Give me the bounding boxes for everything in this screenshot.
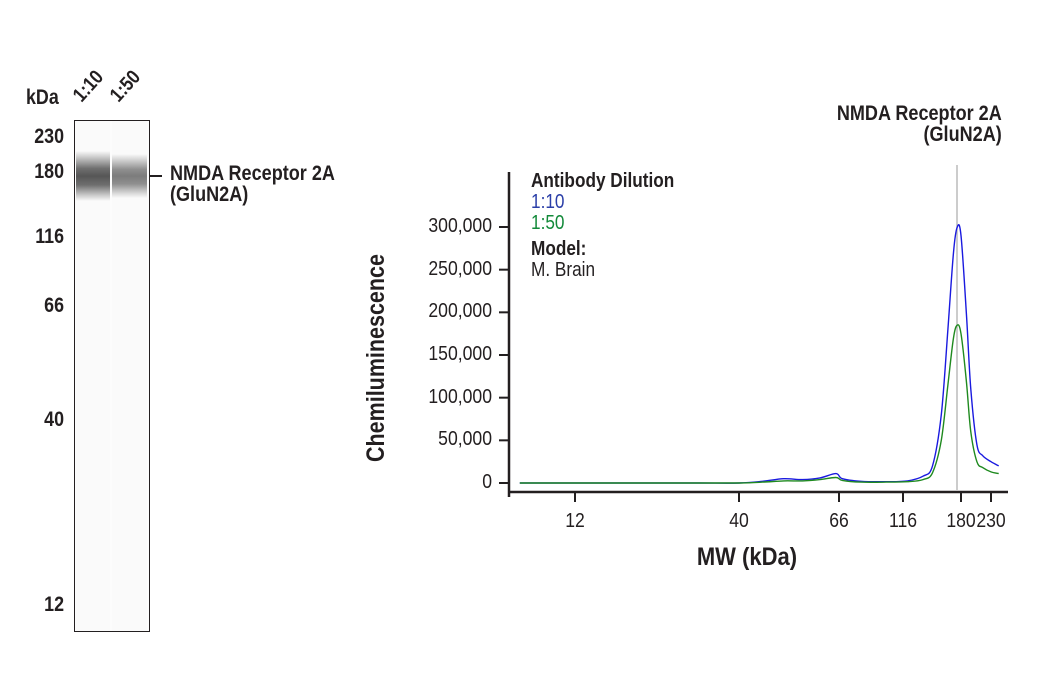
x-tick-label-12: 12	[565, 510, 585, 532]
y-tick-label: 200,000	[428, 300, 492, 323]
mw-marker-230: 230	[34, 125, 64, 148]
blot-lane-2	[112, 121, 147, 631]
blot-target-label-line1: NMDA Receptor 2A	[170, 162, 335, 185]
chart-series	[519, 224, 1000, 484]
blot-lane-1	[76, 121, 110, 631]
y-tick-label: 150,000	[428, 343, 492, 365]
mw-marker-116: 116	[35, 225, 64, 248]
blot-band-1	[76, 151, 110, 201]
blot-image	[74, 120, 150, 632]
mw-marker-12: 12	[44, 593, 64, 616]
mw-marker-40: 40	[44, 408, 64, 431]
legend-entry-1-10: 1:10	[531, 191, 565, 213]
y-tick-label: 50,000	[438, 428, 492, 451]
x-axis-label: MW (kDa)	[696, 543, 798, 571]
x-tick-label-230: 230	[976, 510, 1006, 532]
legend-entry-1-50: 1:50	[531, 212, 565, 234]
chart-legend: Antibody Dilution 1:10 1:50 Model: M. Br…	[531, 171, 674, 281]
legend-model-title: Model:	[531, 238, 587, 260]
legend-model-value: M. Brain	[531, 259, 596, 281]
y-tick-label: 300,000	[428, 215, 492, 237]
chart-title: NMDA Receptor 2A (GluN2A)	[837, 103, 1002, 145]
blot-band-2	[112, 154, 147, 198]
chart-title-line1: NMDA Receptor 2A	[837, 102, 1002, 125]
blot-target-label: NMDA Receptor 2A (GluN2A)	[170, 163, 335, 205]
x-tick-label-116: 116	[888, 510, 918, 532]
target-indicator-line	[150, 175, 162, 177]
mw-marker-66: 66	[44, 294, 64, 317]
x-tick-label-66: 66	[829, 510, 849, 532]
series-line-1-10	[519, 224, 1000, 484]
chart-title-line2: (GluN2A)	[923, 123, 1002, 146]
x-tick-label-180: 180	[946, 510, 976, 532]
y-tick-label: 250,000	[428, 257, 492, 280]
kda-header: kDa	[26, 86, 59, 109]
series-line-1-50	[519, 324, 999, 484]
tick-marks	[499, 226, 992, 502]
legend-title: Antibody Dilution	[531, 170, 675, 192]
mw-marker-180: 180	[34, 160, 64, 183]
blot-target-label-line2: (GluN2A)	[170, 183, 249, 206]
x-tick-label-40: 40	[729, 510, 749, 532]
y-tick-label: 100,000	[428, 385, 492, 408]
y-tick-label: 0	[482, 471, 492, 493]
